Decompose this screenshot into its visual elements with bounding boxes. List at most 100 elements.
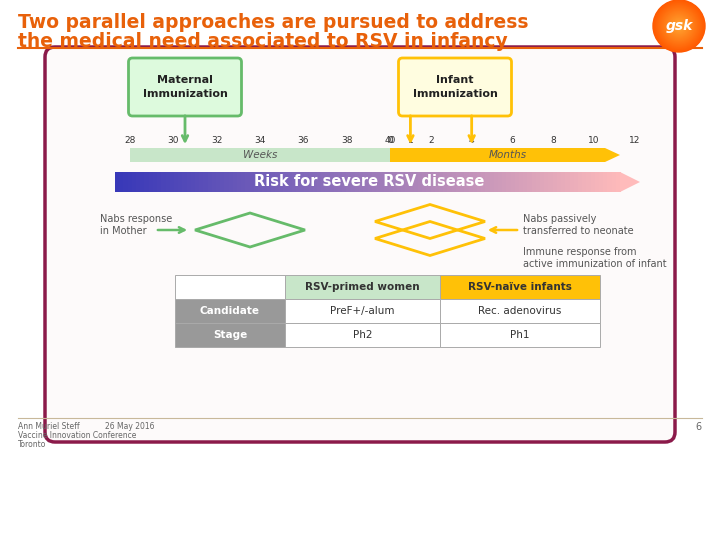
Text: 34: 34 xyxy=(254,136,266,145)
Bar xyxy=(229,172,233,192)
Bar xyxy=(389,172,393,192)
Circle shape xyxy=(657,4,701,48)
Bar xyxy=(287,172,292,192)
Text: RSV-primed women: RSV-primed women xyxy=(305,282,420,292)
Bar xyxy=(570,172,575,192)
Text: the medical need associated to RSV in infancy: the medical need associated to RSV in in… xyxy=(18,32,508,51)
Bar xyxy=(338,172,343,192)
FancyBboxPatch shape xyxy=(398,58,511,116)
Text: Toronto: Toronto xyxy=(18,440,46,449)
Circle shape xyxy=(672,20,685,32)
Bar xyxy=(175,275,285,299)
Bar xyxy=(494,172,498,192)
Bar xyxy=(498,172,503,192)
Bar xyxy=(392,172,397,192)
Bar xyxy=(178,172,183,192)
Bar xyxy=(376,172,381,192)
Bar xyxy=(464,172,469,192)
Bar xyxy=(440,299,600,323)
Text: Two parallel approaches are pursued to address: Two parallel approaches are pursued to a… xyxy=(18,13,528,32)
Text: Rec. adenovirus: Rec. adenovirus xyxy=(478,306,562,316)
Bar xyxy=(225,172,229,192)
Bar xyxy=(195,172,199,192)
Text: Immune response from
active immunization of infant: Immune response from active immunization… xyxy=(523,247,667,269)
Bar xyxy=(410,172,414,192)
Bar xyxy=(528,172,532,192)
Bar xyxy=(519,172,523,192)
Text: 6: 6 xyxy=(696,422,702,432)
Circle shape xyxy=(674,21,685,31)
Bar xyxy=(182,172,187,192)
Bar xyxy=(237,172,242,192)
Circle shape xyxy=(656,3,702,49)
Bar xyxy=(161,172,166,192)
Text: Ann Muriel Steff: Ann Muriel Steff xyxy=(18,422,80,431)
Polygon shape xyxy=(620,172,640,192)
FancyArrow shape xyxy=(390,148,620,162)
Bar xyxy=(439,172,444,192)
Bar xyxy=(207,172,212,192)
Text: 26 May 2016: 26 May 2016 xyxy=(105,422,155,431)
Text: Nabs response
in Mother: Nabs response in Mother xyxy=(100,214,172,236)
Bar xyxy=(186,172,192,192)
Circle shape xyxy=(663,10,695,42)
Text: Vaccine Innovation Conference: Vaccine Innovation Conference xyxy=(18,431,136,440)
Bar xyxy=(561,172,566,192)
Bar xyxy=(216,172,221,192)
Bar xyxy=(405,172,410,192)
Bar xyxy=(590,172,595,192)
Text: 28: 28 xyxy=(125,136,135,145)
Text: Nabs passively
transferred to neonate: Nabs passively transferred to neonate xyxy=(523,214,634,236)
Text: 1: 1 xyxy=(408,136,413,145)
Text: Ph2: Ph2 xyxy=(353,330,372,340)
Bar xyxy=(233,172,238,192)
Bar xyxy=(380,172,384,192)
Text: 8: 8 xyxy=(551,136,557,145)
Bar xyxy=(523,172,528,192)
Bar xyxy=(285,299,440,323)
Bar xyxy=(174,172,179,192)
Text: 38: 38 xyxy=(341,136,352,145)
Bar xyxy=(477,172,482,192)
Bar xyxy=(175,299,285,323)
Text: 36: 36 xyxy=(297,136,309,145)
Bar xyxy=(595,172,600,192)
Bar xyxy=(250,172,254,192)
Text: 0: 0 xyxy=(387,136,393,145)
Text: 6: 6 xyxy=(510,136,516,145)
Bar xyxy=(262,172,267,192)
Bar xyxy=(473,172,477,192)
Bar xyxy=(444,172,448,192)
Bar xyxy=(199,172,204,192)
Bar xyxy=(296,172,301,192)
Circle shape xyxy=(654,2,703,50)
Circle shape xyxy=(675,22,683,30)
Bar xyxy=(140,172,145,192)
Bar xyxy=(540,172,545,192)
Text: 30: 30 xyxy=(168,136,179,145)
Bar xyxy=(115,172,120,192)
Text: 12: 12 xyxy=(629,136,641,145)
Bar xyxy=(279,172,284,192)
Bar xyxy=(275,172,279,192)
FancyBboxPatch shape xyxy=(128,58,241,116)
Bar xyxy=(469,172,473,192)
Bar xyxy=(212,172,217,192)
Circle shape xyxy=(676,23,682,29)
Bar xyxy=(191,172,195,192)
Bar xyxy=(132,172,137,192)
Bar xyxy=(549,172,553,192)
Bar xyxy=(460,172,465,192)
Text: Ph1: Ph1 xyxy=(510,330,530,340)
Bar xyxy=(220,172,225,192)
Circle shape xyxy=(670,17,688,35)
Bar xyxy=(574,172,578,192)
Bar xyxy=(418,172,423,192)
Circle shape xyxy=(665,12,693,39)
Bar xyxy=(397,172,402,192)
Bar xyxy=(317,172,322,192)
Bar xyxy=(305,172,309,192)
Bar xyxy=(246,172,250,192)
Bar xyxy=(342,172,347,192)
Text: 10: 10 xyxy=(588,136,600,145)
